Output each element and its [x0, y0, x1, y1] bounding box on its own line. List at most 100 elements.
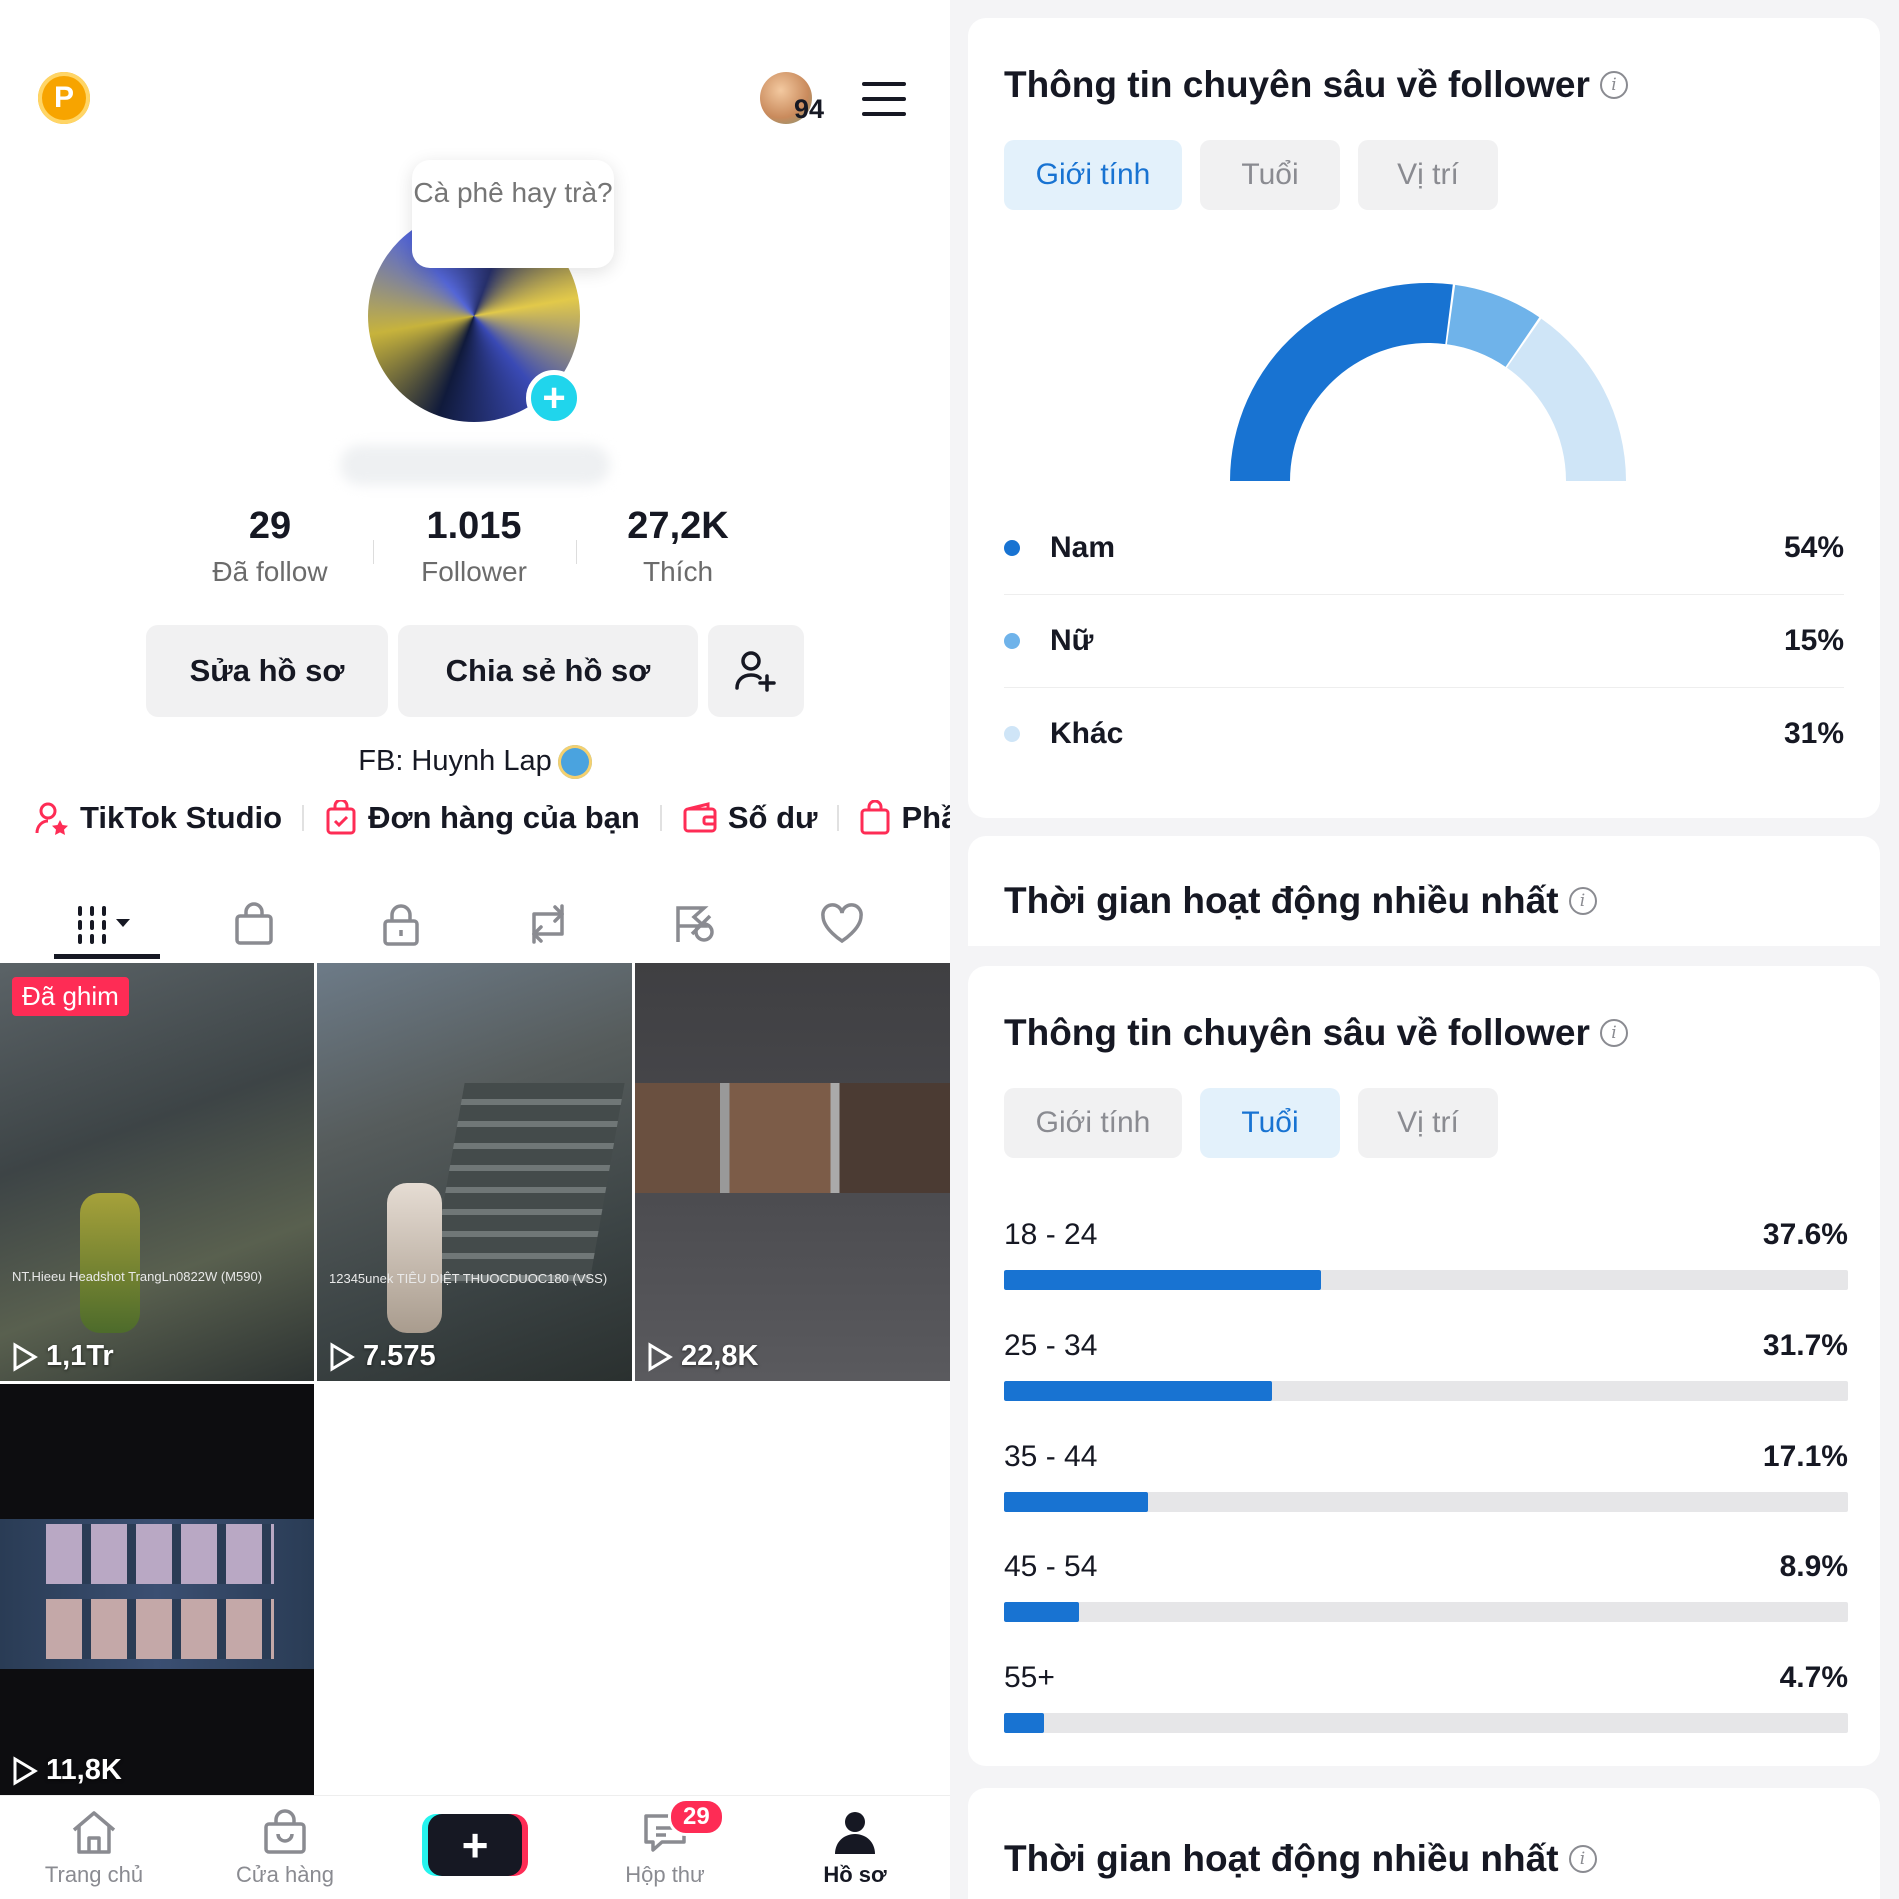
stat-label: Đã follow	[212, 556, 328, 587]
friends-count: 94	[794, 94, 825, 124]
age-bar	[1004, 1602, 1080, 1622]
video-thumbnail[interactable]: 11,8K	[0, 1384, 314, 1795]
tab-hidden[interactable]	[622, 885, 768, 963]
info-icon[interactable]: i	[1568, 887, 1597, 915]
age-pct: 17.1%	[1762, 1440, 1848, 1473]
age-bar	[1004, 1381, 1272, 1401]
stat-followers[interactable]: 1.015 Follower	[374, 505, 574, 588]
tab-reposts[interactable]	[475, 885, 621, 963]
gender-donut-chart	[1230, 283, 1626, 481]
age-range: 55+	[1004, 1661, 1055, 1694]
stat-value: 1.015	[426, 505, 522, 547]
tab-videos[interactable]	[34, 885, 180, 963]
repost-icon	[532, 904, 564, 944]
legend-pct: 54%	[1783, 531, 1844, 564]
age-range: 25 - 34	[1004, 1329, 1098, 1362]
grid-icon	[78, 906, 130, 944]
pinned-badge: Đã ghim	[12, 977, 129, 1016]
legend-name: Nam	[1050, 531, 1116, 564]
nav-label: Hồ sơ	[823, 1862, 887, 1887]
nav-label: Trang chủ	[44, 1862, 144, 1887]
card-title: Thông tin chuyên sâu về follower i	[1004, 64, 1628, 106]
video-thumbnail[interactable]: 22,8K	[635, 963, 950, 1381]
nav-inbox[interactable]: Hộp thư	[590, 1808, 740, 1888]
more-link[interactable]: Phần	[859, 800, 950, 836]
nav-home[interactable]: Trang chủ	[19, 1808, 169, 1888]
age-pct: 37.6%	[1762, 1218, 1848, 1251]
note-bubble[interactable]: Cà phê hay trà?	[412, 160, 614, 268]
legend-pct: 15%	[1783, 624, 1844, 657]
edit-profile-button[interactable]: Sửa hồ sơ	[146, 625, 388, 717]
studio-icon	[35, 802, 68, 835]
age-range: 45 - 54	[1004, 1550, 1098, 1583]
age-row: 18 - 24 37.6%	[1004, 1218, 1848, 1290]
info-icon[interactable]: i	[1599, 71, 1628, 99]
tab-shop[interactable]	[181, 885, 327, 963]
age-bar	[1004, 1713, 1044, 1733]
legend-name: Khác	[1050, 717, 1124, 750]
tab-private[interactable]	[328, 885, 474, 963]
inbox-badge: 29	[668, 1798, 725, 1836]
tiktok-studio-link[interactable]: TikTok Studio	[34, 800, 282, 836]
card-title-text: Thời gian hoạt động nhiều nhất	[1004, 1838, 1559, 1879]
shop-bag-icon	[235, 902, 273, 945]
add-friend-button[interactable]	[708, 625, 804, 717]
view-count: 11,8K	[12, 1754, 122, 1787]
tab-location[interactable]: Vị trí	[1358, 140, 1498, 210]
age-row: 25 - 34 31.7%	[1004, 1329, 1848, 1401]
legend-dot	[1004, 540, 1020, 556]
age-pct: 8.9%	[1779, 1550, 1848, 1583]
age-range: 18 - 24	[1004, 1218, 1098, 1251]
card-title-text: Thông tin chuyên sâu về follower	[1004, 1012, 1590, 1053]
emoji-icon	[557, 745, 592, 780]
donut-slice-Nữ	[1446, 284, 1540, 367]
video-overlay-text: NT.Hieeu Headshot TrangLn0822W (M590)	[12, 1269, 263, 1284]
shopping-bag-icon	[860, 800, 890, 835]
info-icon[interactable]: i	[1599, 1019, 1628, 1047]
gender-insights-card: Thông tin chuyên sâu về follower i Giới t…	[968, 18, 1880, 818]
menu-icon[interactable]	[862, 82, 906, 116]
nav-shop[interactable]: Cửa hàng	[210, 1808, 360, 1888]
tab-gender[interactable]: Giới tính	[1004, 1088, 1182, 1158]
tab-liked[interactable]	[769, 885, 915, 963]
share-profile-button[interactable]: Chia sẻ hồ sơ	[398, 625, 698, 717]
tab-gender[interactable]: Giới tính	[1004, 140, 1182, 210]
tab-age[interactable]: Tuổi	[1200, 1088, 1340, 1158]
donut-slice-Khác	[1506, 318, 1626, 481]
nav-label: Hộp thư	[625, 1862, 705, 1887]
nav-label: Cửa hàng	[236, 1862, 334, 1887]
tab-age[interactable]: Tuổi	[1200, 140, 1340, 210]
age-bar	[1004, 1492, 1149, 1512]
add-user-icon	[735, 651, 776, 692]
video-thumbnail[interactable]: 12345unek TIÊU DIỆT THUOCDUOC180 (VSS) 7…	[317, 963, 632, 1381]
legend-row-male: Nam 54%	[1004, 502, 1844, 594]
video-thumbnail[interactable]: NT.Hieeu Headshot TrangLn0822W (M590) Đã…	[0, 963, 314, 1381]
create-button[interactable]: +	[428, 1814, 522, 1876]
stat-likes[interactable]: 27,2K Thích	[578, 505, 778, 588]
donut-slice-Nam	[1230, 283, 1453, 481]
age-row: 35 - 44 17.1%	[1004, 1440, 1848, 1512]
view-count: 7.575	[329, 1340, 436, 1373]
bio: FB: Huynh Lap	[0, 745, 950, 780]
play-icon	[13, 1755, 38, 1786]
play-icon	[13, 1341, 38, 1372]
active-time-card: Thời gian hoạt động nhiều nhất i	[968, 836, 1880, 946]
stat-value: 27,2K	[627, 505, 729, 547]
play-icon	[330, 1341, 355, 1372]
balance-link[interactable]: Số dư	[682, 800, 817, 836]
nav-profile[interactable]: Hồ sơ	[780, 1808, 930, 1888]
views-text: 11,8K	[46, 1754, 122, 1786]
friends-avatar[interactable]	[760, 72, 812, 124]
legend-dot	[1004, 633, 1020, 649]
add-avatar-icon[interactable]: +	[526, 370, 582, 426]
card-title-text: Thông tin chuyên sâu về follower	[1004, 64, 1590, 105]
username-blurred	[340, 445, 610, 485]
info-icon[interactable]: i	[1568, 1845, 1597, 1873]
stat-following[interactable]: 29 Đã follow	[170, 505, 370, 588]
hidden-video-icon	[676, 906, 714, 942]
tab-location[interactable]: Vị trí	[1358, 1088, 1498, 1158]
link-label: Đơn hàng của bạn	[368, 800, 640, 835]
coin-icon[interactable]: P	[38, 72, 90, 124]
orders-link[interactable]: Đơn hàng của bạn	[324, 800, 640, 836]
card-title: Thời gian hoạt động nhiều nhất i	[1004, 880, 1597, 922]
